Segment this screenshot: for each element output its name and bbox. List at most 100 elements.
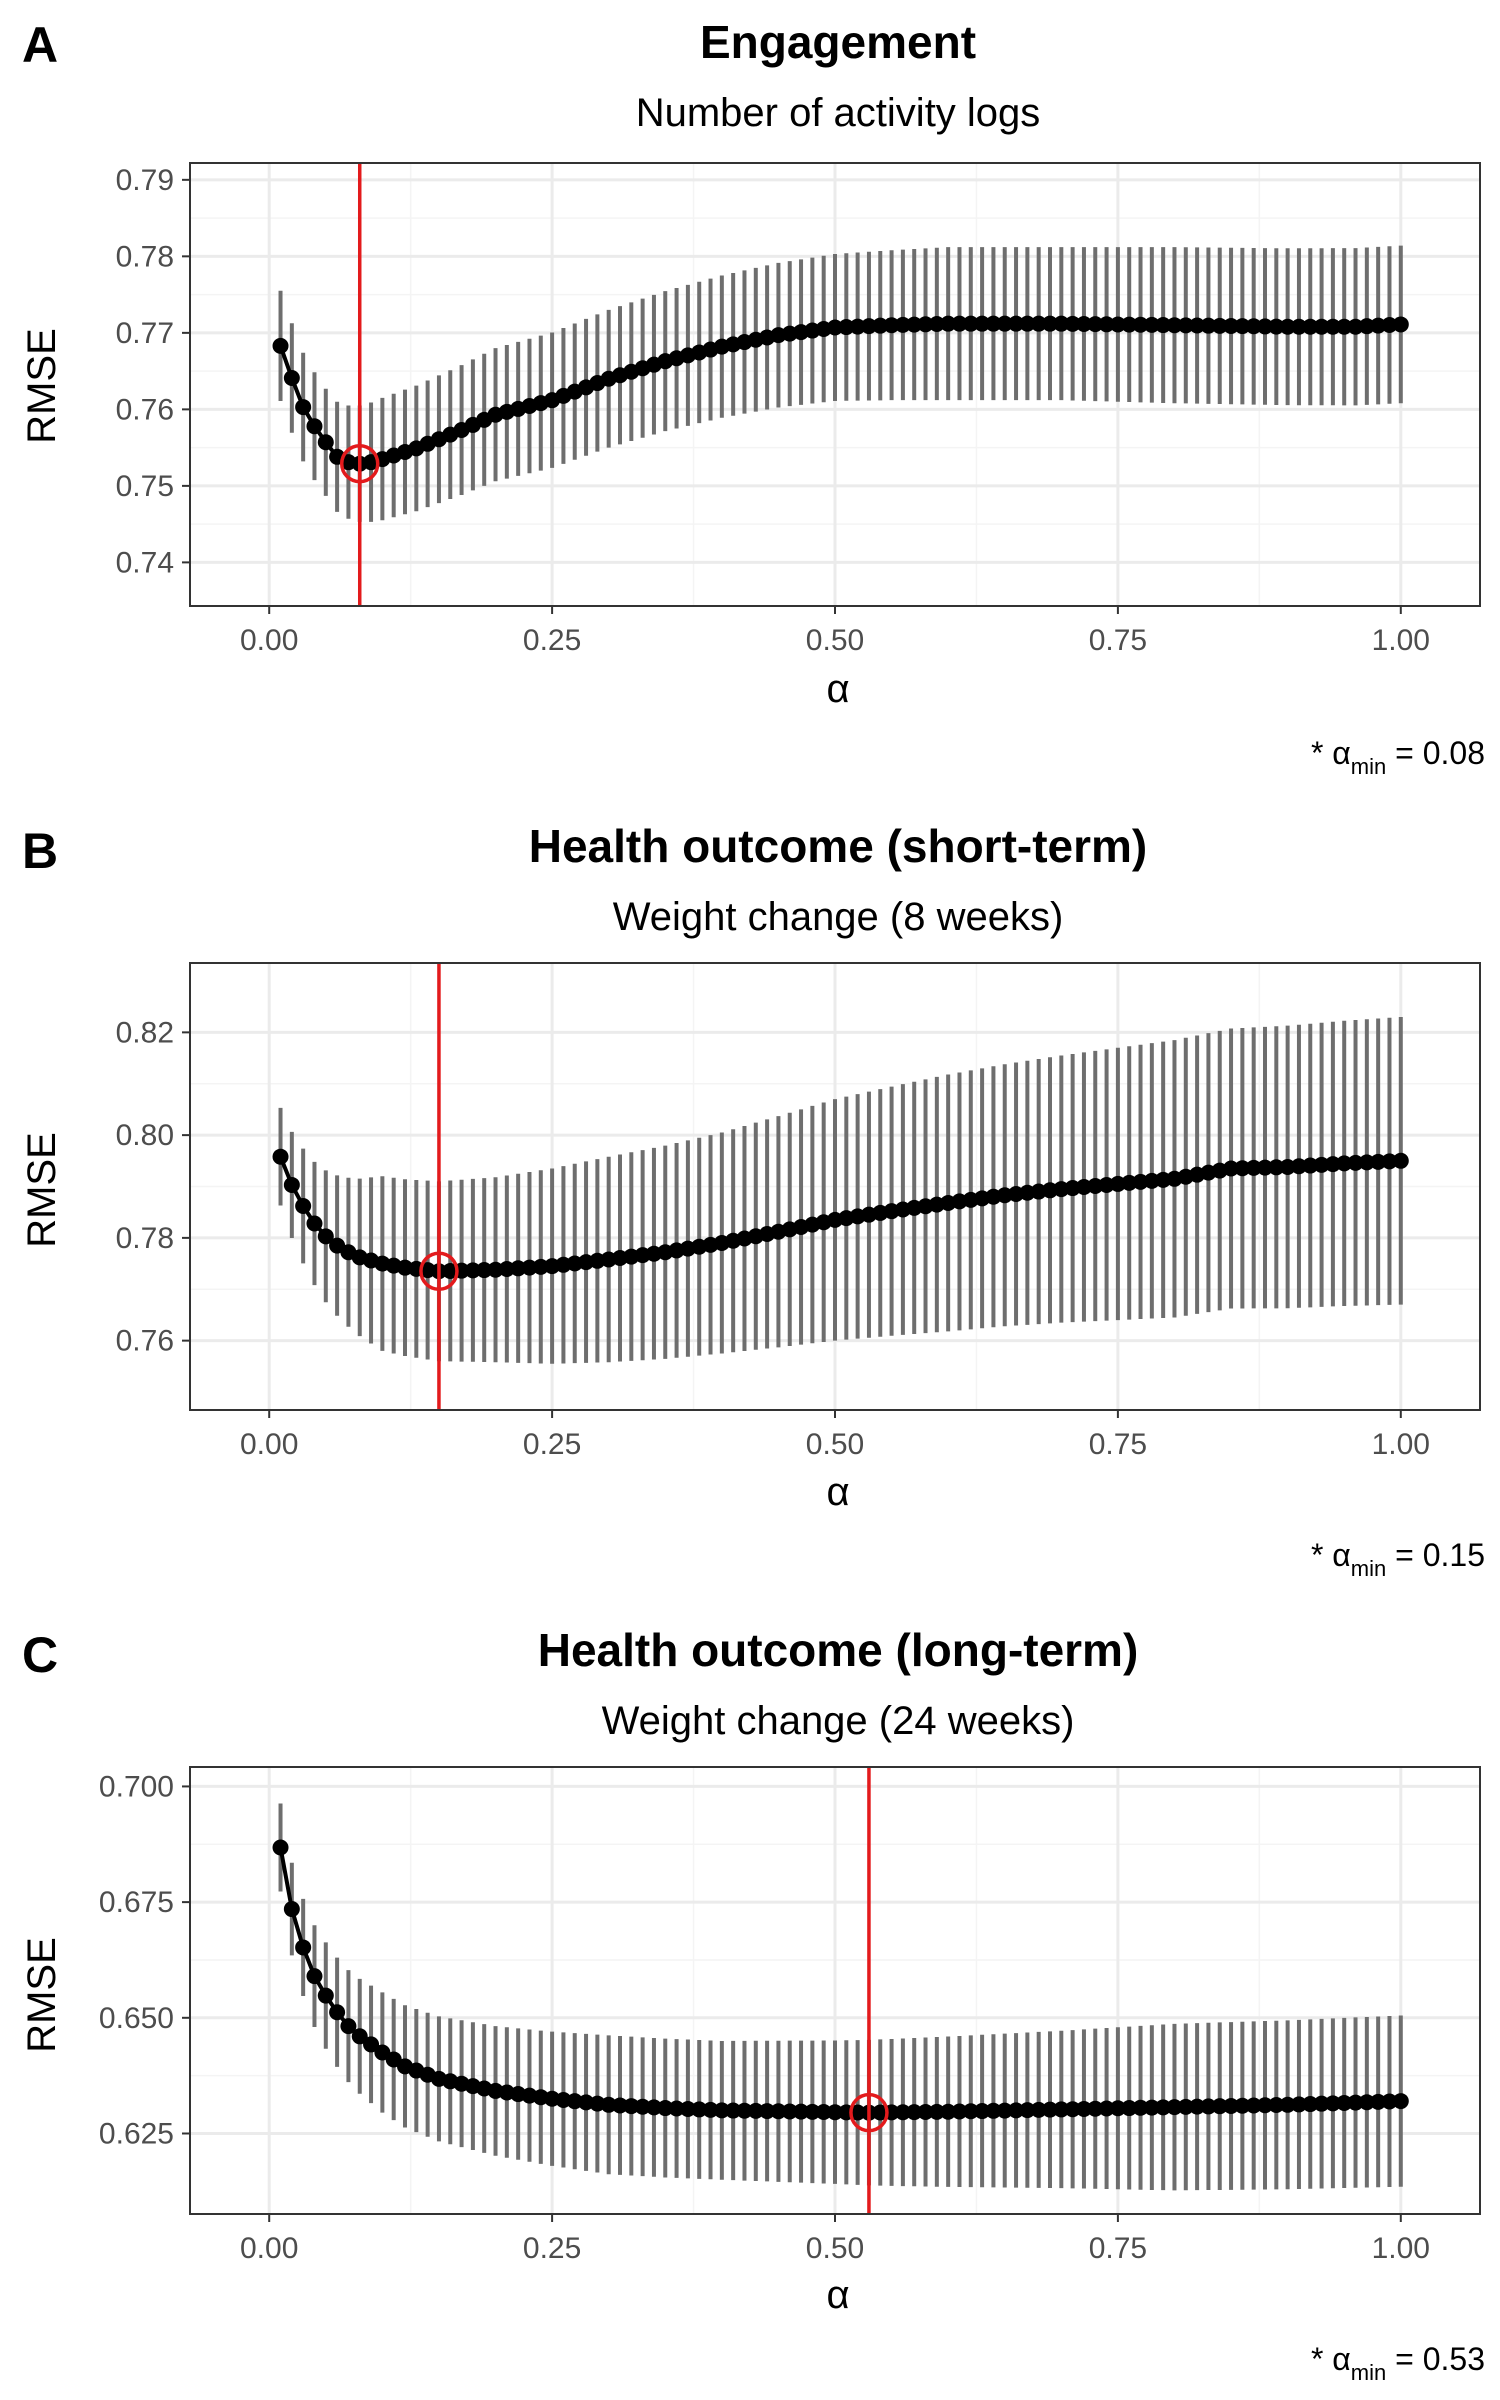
data-point xyxy=(1030,2101,1047,2118)
data-point xyxy=(917,2104,934,2121)
data-point xyxy=(849,318,866,335)
data-point xyxy=(1211,317,1228,334)
data-point xyxy=(951,2103,968,2120)
y-tick-label: 0.76 xyxy=(116,1325,174,1358)
data-point xyxy=(827,2104,843,2121)
data-point xyxy=(295,1939,312,1956)
data-point xyxy=(1109,2100,1126,2117)
data-point xyxy=(645,2099,662,2116)
data-point xyxy=(962,315,979,332)
data-point xyxy=(521,1259,538,1276)
data-point xyxy=(1087,316,1104,333)
data-point xyxy=(295,399,312,416)
panel-border xyxy=(189,1766,1481,2215)
data-point xyxy=(1290,1158,1307,1175)
data-point xyxy=(1313,2095,1330,2112)
data-point xyxy=(804,2103,821,2120)
data-point xyxy=(1109,316,1126,333)
data-point xyxy=(283,1176,300,1193)
y-tick-label: 0.625 xyxy=(99,2117,174,2150)
panel-letter: C xyxy=(22,1627,58,1683)
alpha-min-marker xyxy=(339,443,380,484)
data-point xyxy=(1223,1160,1240,1177)
panel-letter: B xyxy=(22,823,58,879)
data-point xyxy=(1324,318,1341,335)
data-point xyxy=(894,2104,911,2121)
data-point xyxy=(906,316,923,333)
data-point xyxy=(747,2102,764,2119)
data-point xyxy=(827,319,843,336)
data-point xyxy=(1121,2100,1138,2117)
alpha-min-note: * αmin = 0.15 xyxy=(1311,1537,1485,1581)
panel-subtitle: Number of activity logs xyxy=(636,91,1041,135)
data-point xyxy=(725,2102,742,2119)
y-tick-label: 0.650 xyxy=(99,2002,174,2035)
data-point xyxy=(1008,2102,1025,2119)
data-point xyxy=(940,315,957,332)
data-point xyxy=(498,1261,515,1278)
data-point xyxy=(940,2103,957,2120)
y-axis-title: RMSE xyxy=(20,328,64,444)
data-point xyxy=(1155,317,1172,334)
data-point xyxy=(1313,318,1330,335)
data-point xyxy=(1392,1152,1409,1169)
x-tick-label: 0.00 xyxy=(240,1428,298,1461)
data-point xyxy=(1223,2097,1240,2114)
data-point xyxy=(442,1262,459,1279)
data-point xyxy=(781,2103,798,2120)
panel-border xyxy=(189,962,1481,1411)
data-point xyxy=(770,2103,787,2120)
data-point xyxy=(759,2103,776,2120)
data-point xyxy=(1166,317,1183,334)
data-point xyxy=(1177,317,1194,334)
panel-border xyxy=(189,162,1481,607)
data-point xyxy=(295,1198,312,1215)
x-axis-title: α xyxy=(826,1470,849,1514)
panel-title: Health outcome (short-term) xyxy=(529,820,1147,872)
data-point xyxy=(1245,2097,1262,2114)
data-point xyxy=(1189,317,1206,334)
data-point xyxy=(1358,318,1375,335)
data-point xyxy=(623,2098,640,2115)
data-point xyxy=(1234,1160,1251,1177)
data-point xyxy=(1347,2094,1364,2111)
data-point xyxy=(849,2104,866,2121)
data-point xyxy=(1075,315,1092,332)
data-point xyxy=(1257,318,1273,335)
data-point xyxy=(951,315,968,332)
x-tick-label: 1.00 xyxy=(1372,2232,1430,2265)
y-tick-label: 0.82 xyxy=(116,1016,174,1049)
x-tick-label: 0.00 xyxy=(240,624,298,657)
data-point xyxy=(1324,1156,1341,1173)
data-point xyxy=(1132,2099,1149,2116)
data-point xyxy=(1290,2096,1307,2113)
data-point xyxy=(713,2102,730,2119)
x-tick-label: 0.50 xyxy=(806,1428,864,1461)
data-point xyxy=(1200,2098,1217,2115)
data-point xyxy=(317,1228,334,1245)
data-point xyxy=(657,2100,674,2117)
panel-subtitle: Weight change (8 weeks) xyxy=(613,895,1064,939)
data-point xyxy=(283,1901,300,1918)
data-point xyxy=(883,317,900,334)
data-point xyxy=(1313,1156,1330,1173)
data-point xyxy=(1143,2099,1160,2116)
plot-area: 0.00 0.25 0.50 0.75 1.00 0.625 0.650 0.675 0.700 xyxy=(99,1766,1481,2265)
data-point xyxy=(1245,318,1262,335)
data-point xyxy=(1098,316,1115,333)
data-point xyxy=(1381,317,1398,334)
data-point xyxy=(1290,318,1307,335)
data-point xyxy=(906,2104,923,2121)
data-point xyxy=(702,2101,719,2118)
data-point xyxy=(1302,318,1319,335)
data-point xyxy=(317,434,334,451)
data-point xyxy=(1279,2096,1296,2113)
y-axis-title: RMSE xyxy=(20,1937,64,2053)
data-point xyxy=(928,315,945,332)
data-point xyxy=(691,2101,708,2118)
y-tick-label: 0.74 xyxy=(116,546,174,579)
data-point xyxy=(272,1839,289,1856)
data-point xyxy=(815,2104,832,2121)
data-point xyxy=(1381,2093,1398,2110)
